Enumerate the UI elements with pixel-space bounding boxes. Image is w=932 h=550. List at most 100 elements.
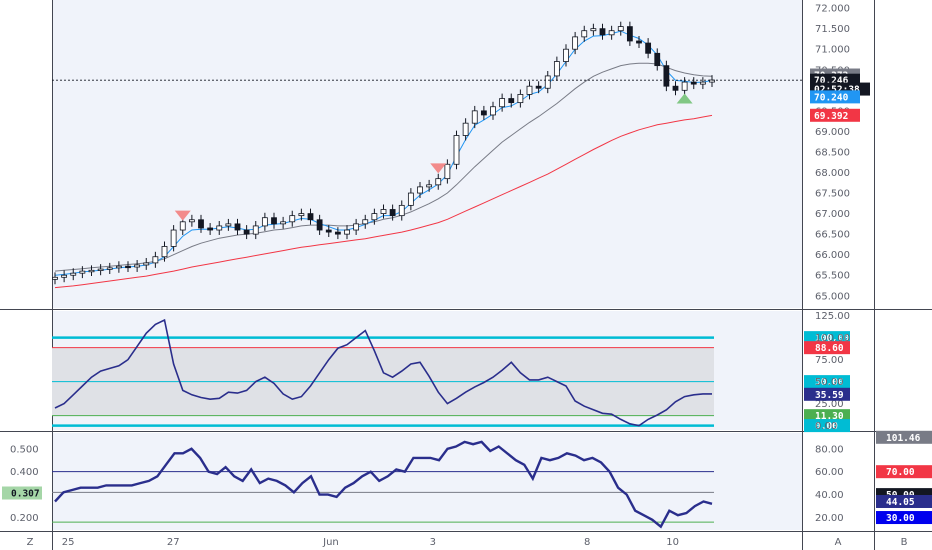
candle-body — [115, 265, 122, 269]
candle-body — [389, 209, 396, 217]
indicator-right-axis-tick: 40.00 — [815, 490, 844, 501]
oscillator-level-tag-label: 88.60 — [815, 343, 844, 354]
candle-body — [371, 213, 378, 221]
candle-body — [252, 225, 259, 235]
oscillator-axis-tick: 100.00 — [815, 333, 850, 344]
candle-body — [690, 81, 697, 85]
price-axis-tick: 65.500 — [815, 271, 850, 282]
sell-signal-marker — [430, 163, 447, 174]
price-axis-tick: 67.000 — [815, 209, 850, 220]
candle-body — [61, 274, 68, 278]
candle-body — [581, 30, 588, 38]
price-tag-bg — [810, 90, 860, 104]
oscillator-level-tag-label: 100.00 — [815, 333, 850, 344]
candle-body — [188, 219, 195, 223]
candle-body — [179, 221, 186, 231]
price-axis-tick: 71.500 — [815, 24, 850, 35]
price-axis-tick: 68.000 — [815, 168, 850, 179]
indicator-right-tag-bg — [876, 511, 932, 525]
candle-body — [170, 229, 177, 247]
sma-long-line — [54, 114, 713, 289]
candle-body — [106, 267, 113, 270]
candle-body — [645, 42, 652, 54]
indicator-right-tag-label: 70.00 — [886, 467, 915, 478]
buy-signal-marker — [676, 93, 693, 104]
candle-body — [672, 85, 679, 91]
candle-body — [471, 110, 478, 124]
candle-body — [480, 110, 487, 116]
indicator-pane[interactable] — [52, 440, 714, 529]
toolbar-b-button[interactable]: B — [901, 537, 908, 548]
candle-body — [97, 268, 104, 271]
candle-body — [143, 262, 150, 266]
candle-body — [426, 184, 433, 188]
candle-body — [599, 28, 606, 36]
candle-body — [70, 272, 77, 276]
candle-body — [362, 219, 369, 225]
time-axis-tick: Jun — [322, 537, 339, 548]
indicator-left-axis-tick: 0.400 — [10, 467, 39, 478]
price-pane[interactable] — [52, 21, 802, 289]
candle-body — [572, 36, 579, 50]
candle-body — [453, 135, 460, 165]
candle-body — [699, 81, 706, 85]
oscillator-line — [54, 318, 712, 427]
indicator-right-axis-tick: 20.00 — [815, 513, 844, 524]
oscillator-level-tag-label: 50.00 — [815, 377, 844, 388]
price-axis-tick: 72.000 — [815, 4, 850, 15]
oscillator-pane[interactable] — [52, 318, 714, 427]
candle-body — [590, 28, 597, 32]
indicator-right-tag-bg — [876, 430, 932, 444]
toolbar-z-button[interactable]: Z — [27, 537, 34, 548]
oscillator-value-tag-label: 35.59 — [815, 390, 844, 401]
candle-body — [544, 75, 551, 89]
price-axis-tick: 71.000 — [815, 45, 850, 56]
indicator-right-tag-bg — [876, 494, 932, 508]
candle-body — [334, 231, 341, 235]
candle-body — [681, 81, 688, 91]
price-axis-tick: 69.000 — [815, 127, 850, 138]
candle-body — [444, 163, 451, 180]
candle-body — [225, 223, 232, 227]
candle-body — [161, 246, 168, 258]
oscillator-axis-tick: 125.00 — [815, 311, 850, 322]
indicator-right-axis-tick: 60.00 — [815, 467, 844, 478]
time-axis-tick: 8 — [584, 537, 590, 548]
oscillator-level-tag-bg — [804, 409, 850, 423]
candle-body — [407, 192, 414, 206]
indicator-left-axis-tick: 0.200 — [10, 513, 39, 524]
oscillator-axis-tick: 75.00 — [815, 355, 844, 366]
price-axis-tick: 67.500 — [815, 189, 850, 200]
candle-body — [325, 229, 332, 233]
candle-body — [380, 209, 387, 214]
candle-body — [553, 61, 560, 77]
price-axis-tick: 66.500 — [815, 230, 850, 241]
candle-body — [243, 229, 250, 235]
indicator-left-tag-bg — [2, 486, 42, 500]
indicator-right-tag-label: 44.05 — [886, 497, 915, 508]
candle-body — [344, 229, 350, 235]
candle-body — [490, 106, 496, 116]
time-axis-tick: 10 — [666, 537, 679, 548]
candle-body — [608, 30, 615, 36]
candle-body — [234, 223, 241, 231]
candle-body — [52, 276, 58, 280]
indicator-line — [54, 440, 713, 529]
price-tag-label: 70.240 — [814, 92, 849, 103]
candle-body — [654, 52, 661, 67]
time-axis-tick: 25 — [62, 537, 75, 548]
indicator-left-tag-label: 0.307 — [11, 489, 40, 500]
candle-body — [462, 122, 469, 136]
price-tag-bg — [810, 108, 860, 122]
candle-body — [280, 221, 287, 225]
oscillator-axis-tick: 50.00 — [815, 377, 844, 388]
price-tag-label: 02:52:38 — [814, 85, 860, 96]
oscillator-level-tag-bg — [804, 375, 850, 389]
oscillator-axis-tick: 25.00 — [815, 399, 844, 410]
candle-body — [626, 26, 633, 42]
toolbar-a-button[interactable]: A — [835, 537, 842, 548]
oscillator-value-tag-bg — [804, 387, 850, 401]
indicator-right-tag-bg — [876, 465, 932, 479]
candle-body — [636, 40, 642, 44]
